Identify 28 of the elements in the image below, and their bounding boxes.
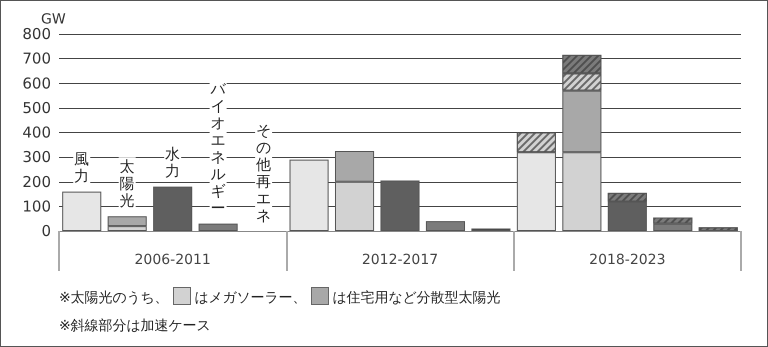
bar	[426, 221, 466, 231]
annotation: 水力	[165, 145, 180, 180]
annotation: 風力	[74, 150, 90, 186]
annotation: バイオエネルギー	[210, 80, 227, 218]
y-tick-label: 800	[22, 25, 51, 43]
text: ※太陽光のうち、	[59, 290, 169, 306]
bar	[62, 192, 102, 231]
annotation: 太陽光	[120, 158, 135, 210]
annotation: その他再エネ	[256, 122, 272, 224]
x-tick-label: 2006-2011	[134, 252, 211, 268]
y-tick-label: 600	[22, 74, 51, 92]
y-tick-label: 400	[22, 124, 51, 142]
y-tick-label: 300	[22, 148, 51, 166]
x-tick-label: 2012-2017	[362, 252, 438, 268]
bar	[198, 224, 238, 231]
y-tick-label: 200	[22, 172, 51, 191]
y-tick-label: 700	[22, 50, 51, 68]
bar	[380, 180, 420, 231]
text: はメガソーラー、	[194, 290, 307, 306]
bar	[290, 160, 329, 231]
bar	[153, 186, 192, 231]
y-tick-label: 500	[22, 98, 51, 117]
y-tick-label: 100	[22, 197, 51, 216]
x-tick-label: 2018-2023	[589, 252, 666, 268]
text: は住宅用など分散型太陽光	[332, 290, 501, 306]
y-tick-label: 0	[41, 222, 51, 240]
y-axis-title: GW	[41, 12, 66, 28]
text: ※斜線部分は加速ケース	[59, 317, 212, 336]
